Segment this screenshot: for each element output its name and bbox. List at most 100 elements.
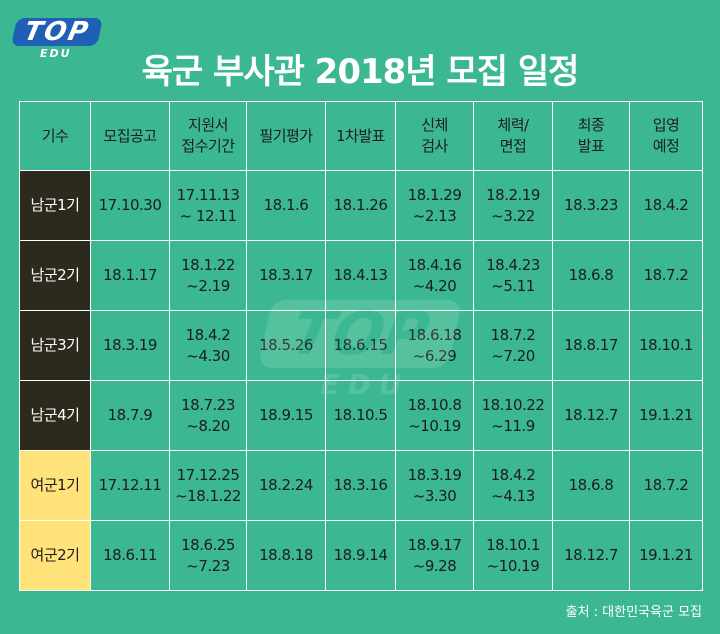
table-cell: 18.7.2 xyxy=(629,450,703,521)
recruitment-schedule-table: 기수 모집공고 지원서 접수기간 필기평가 1차발표 신체 검사 체력/면접 최종 발표 입영 예정 남… xyxy=(19,101,703,591)
cell-line: ~10.19 xyxy=(486,556,540,575)
table-cell: 18.8.18 xyxy=(246,520,326,591)
cell-line: 신체 xyxy=(421,116,448,134)
cell-line: 18.1.26 xyxy=(333,196,388,214)
table-cell: 18.9.15 xyxy=(246,380,326,451)
column-header: 모집공고 xyxy=(90,101,170,171)
cell-line: 17.10.30 xyxy=(98,196,162,214)
cell-line: ~6.29 xyxy=(412,346,457,365)
cell-line: ~8.20 xyxy=(186,416,230,435)
cell-line: 17.11.13 xyxy=(176,185,240,204)
cell-line: 18.4.16 xyxy=(407,255,462,274)
cell-line: ~4.30 xyxy=(186,346,230,365)
cell-line: 18.4.23 xyxy=(486,255,540,274)
page-title: 육군 부사관 2018년 모집 일정 xyxy=(141,52,580,92)
cell-line: ~ 12.11 xyxy=(179,206,237,225)
table-cell: 18.1.6 xyxy=(246,170,326,241)
table-cell: 18.8.17 xyxy=(552,310,630,381)
cell-line: 예정 xyxy=(652,137,680,155)
table-body: 남군1기 17.10.30 17.11.13 ~ 12.11 18.1.6 18.1.26… xyxy=(19,170,703,591)
table-cell: 18.4.2 xyxy=(629,170,703,241)
table-cell: 18.4.2 ~4.30 xyxy=(169,310,247,381)
cell-line: 18.9.14 xyxy=(333,546,388,564)
cell-line: 19.1.21 xyxy=(639,546,693,564)
cell-line: 18.1.6 xyxy=(263,196,309,214)
cell-line: 접수기간 xyxy=(181,137,235,155)
cell-line: 입영 xyxy=(652,116,680,134)
cell-line: 18.1.22 xyxy=(181,255,235,274)
cell-line: 18.10.22 xyxy=(481,395,545,414)
cell-line: 18.2.24 xyxy=(259,476,313,494)
cell-line: 18.3.23 xyxy=(564,196,618,214)
cell-line: ~7.23 xyxy=(186,556,230,575)
table-cell: 18.10.5 xyxy=(325,380,396,451)
table-cell: 18.7.23 ~8.20 xyxy=(169,380,247,451)
table-cell: 18.6.25 ~7.23 xyxy=(169,520,247,591)
table-cell: 18.6.15 xyxy=(325,310,396,381)
table-cell: 18.12.7 xyxy=(552,380,630,451)
row-label: 여군1기 xyxy=(19,450,91,521)
cell-line: 18.6.15 xyxy=(333,336,388,354)
table-cell: 18.6.18 ~6.29 xyxy=(395,310,474,381)
table-cell: 17.10.30 xyxy=(90,170,170,241)
cell-line: 18.5.26 xyxy=(259,336,313,354)
table-cell: 18.1.22 ~2.19 xyxy=(169,240,247,311)
cell-line: 18.6.18 xyxy=(407,325,462,344)
table-cell: 18.9.17 ~9.28 xyxy=(395,520,474,591)
table-cell: 18.7.9 xyxy=(90,380,170,451)
table-cell: 18.2.24 xyxy=(246,450,326,521)
table-cell: 18.3.17 xyxy=(246,240,326,311)
table-cell: 18.4.13 xyxy=(325,240,396,311)
table-cell: 18.1.17 xyxy=(90,240,170,311)
cell-line: ~9.28 xyxy=(412,556,457,575)
table-cell: 18.10.22 ~11.9 xyxy=(473,380,553,451)
cell-line: ~2.19 xyxy=(186,276,230,295)
table-header-row: 기수 모집공고 지원서 접수기간 필기평가 1차발표 신체 검사 체력/면접 최종 발표 입영 예정 xyxy=(19,101,703,171)
column-header: 1차발표 xyxy=(325,101,396,171)
cell-line: 18.10.8 xyxy=(407,395,462,414)
table-cell: 17.12.11 xyxy=(90,450,170,521)
cell-line: 18.4.2 xyxy=(643,196,689,214)
table-cell: 19.1.21 xyxy=(629,520,703,591)
cell-line: 18.12.7 xyxy=(564,406,618,424)
row-label: 여군2기 xyxy=(19,520,91,591)
cell-line: 18.6.11 xyxy=(103,546,157,564)
row-label: 남군3기 xyxy=(19,310,91,381)
table-cell: 18.1.29 ~2.13 xyxy=(395,170,474,241)
cell-line: 18.7.2 xyxy=(643,266,689,284)
cell-line: 18.10.1 xyxy=(486,535,540,554)
cell-line: 지원서 xyxy=(188,116,228,134)
cell-line: 18.1.17 xyxy=(103,266,157,284)
cell-line: 18.6.8 xyxy=(568,476,614,494)
cell-line: 검사 xyxy=(421,137,448,155)
cell-line: 18.6.8 xyxy=(568,266,614,284)
cell-line: 18.9.15 xyxy=(259,406,313,424)
cell-line: 18.1.29 xyxy=(407,185,462,204)
table-cell: 18.7.2 ~7.20 xyxy=(473,310,553,381)
logo-main-text: TOP xyxy=(11,17,103,47)
table-cell: 17.11.13 ~ 12.11 xyxy=(169,170,247,241)
table-cell: 18.3.19 ~3.30 xyxy=(395,450,474,521)
cell-line: ~5.11 xyxy=(491,276,535,295)
cell-line: ~18.1.22 xyxy=(175,486,241,505)
table-cell: 18.6.11 xyxy=(90,520,170,591)
cell-line: 모집공고 xyxy=(103,126,157,145)
cell-line: 최종 xyxy=(577,116,605,134)
column-header: 필기평가 xyxy=(246,101,326,171)
table-cell: 18.4.23 ~5.11 xyxy=(473,240,553,311)
cell-line: 18.4.2 xyxy=(490,465,536,484)
cell-line: 18.3.16 xyxy=(333,476,388,494)
table-cell: 18.9.14 xyxy=(325,520,396,591)
table-cell: 18.12.7 xyxy=(552,520,630,591)
table-cell: 17.12.25 ~18.1.22 xyxy=(169,450,247,521)
cell-line: 18.4.13 xyxy=(333,266,388,284)
table-cell: 18.3.23 xyxy=(552,170,630,241)
cell-line: ~3.22 xyxy=(491,206,535,225)
cell-line: 17.12.11 xyxy=(98,476,162,494)
cell-line: 발표 xyxy=(577,137,605,155)
table-cell: 18.10.1 ~10.19 xyxy=(473,520,553,591)
table-cell: 18.4.16 ~4.20 xyxy=(395,240,474,311)
table-cell: 18.1.26 xyxy=(325,170,396,241)
